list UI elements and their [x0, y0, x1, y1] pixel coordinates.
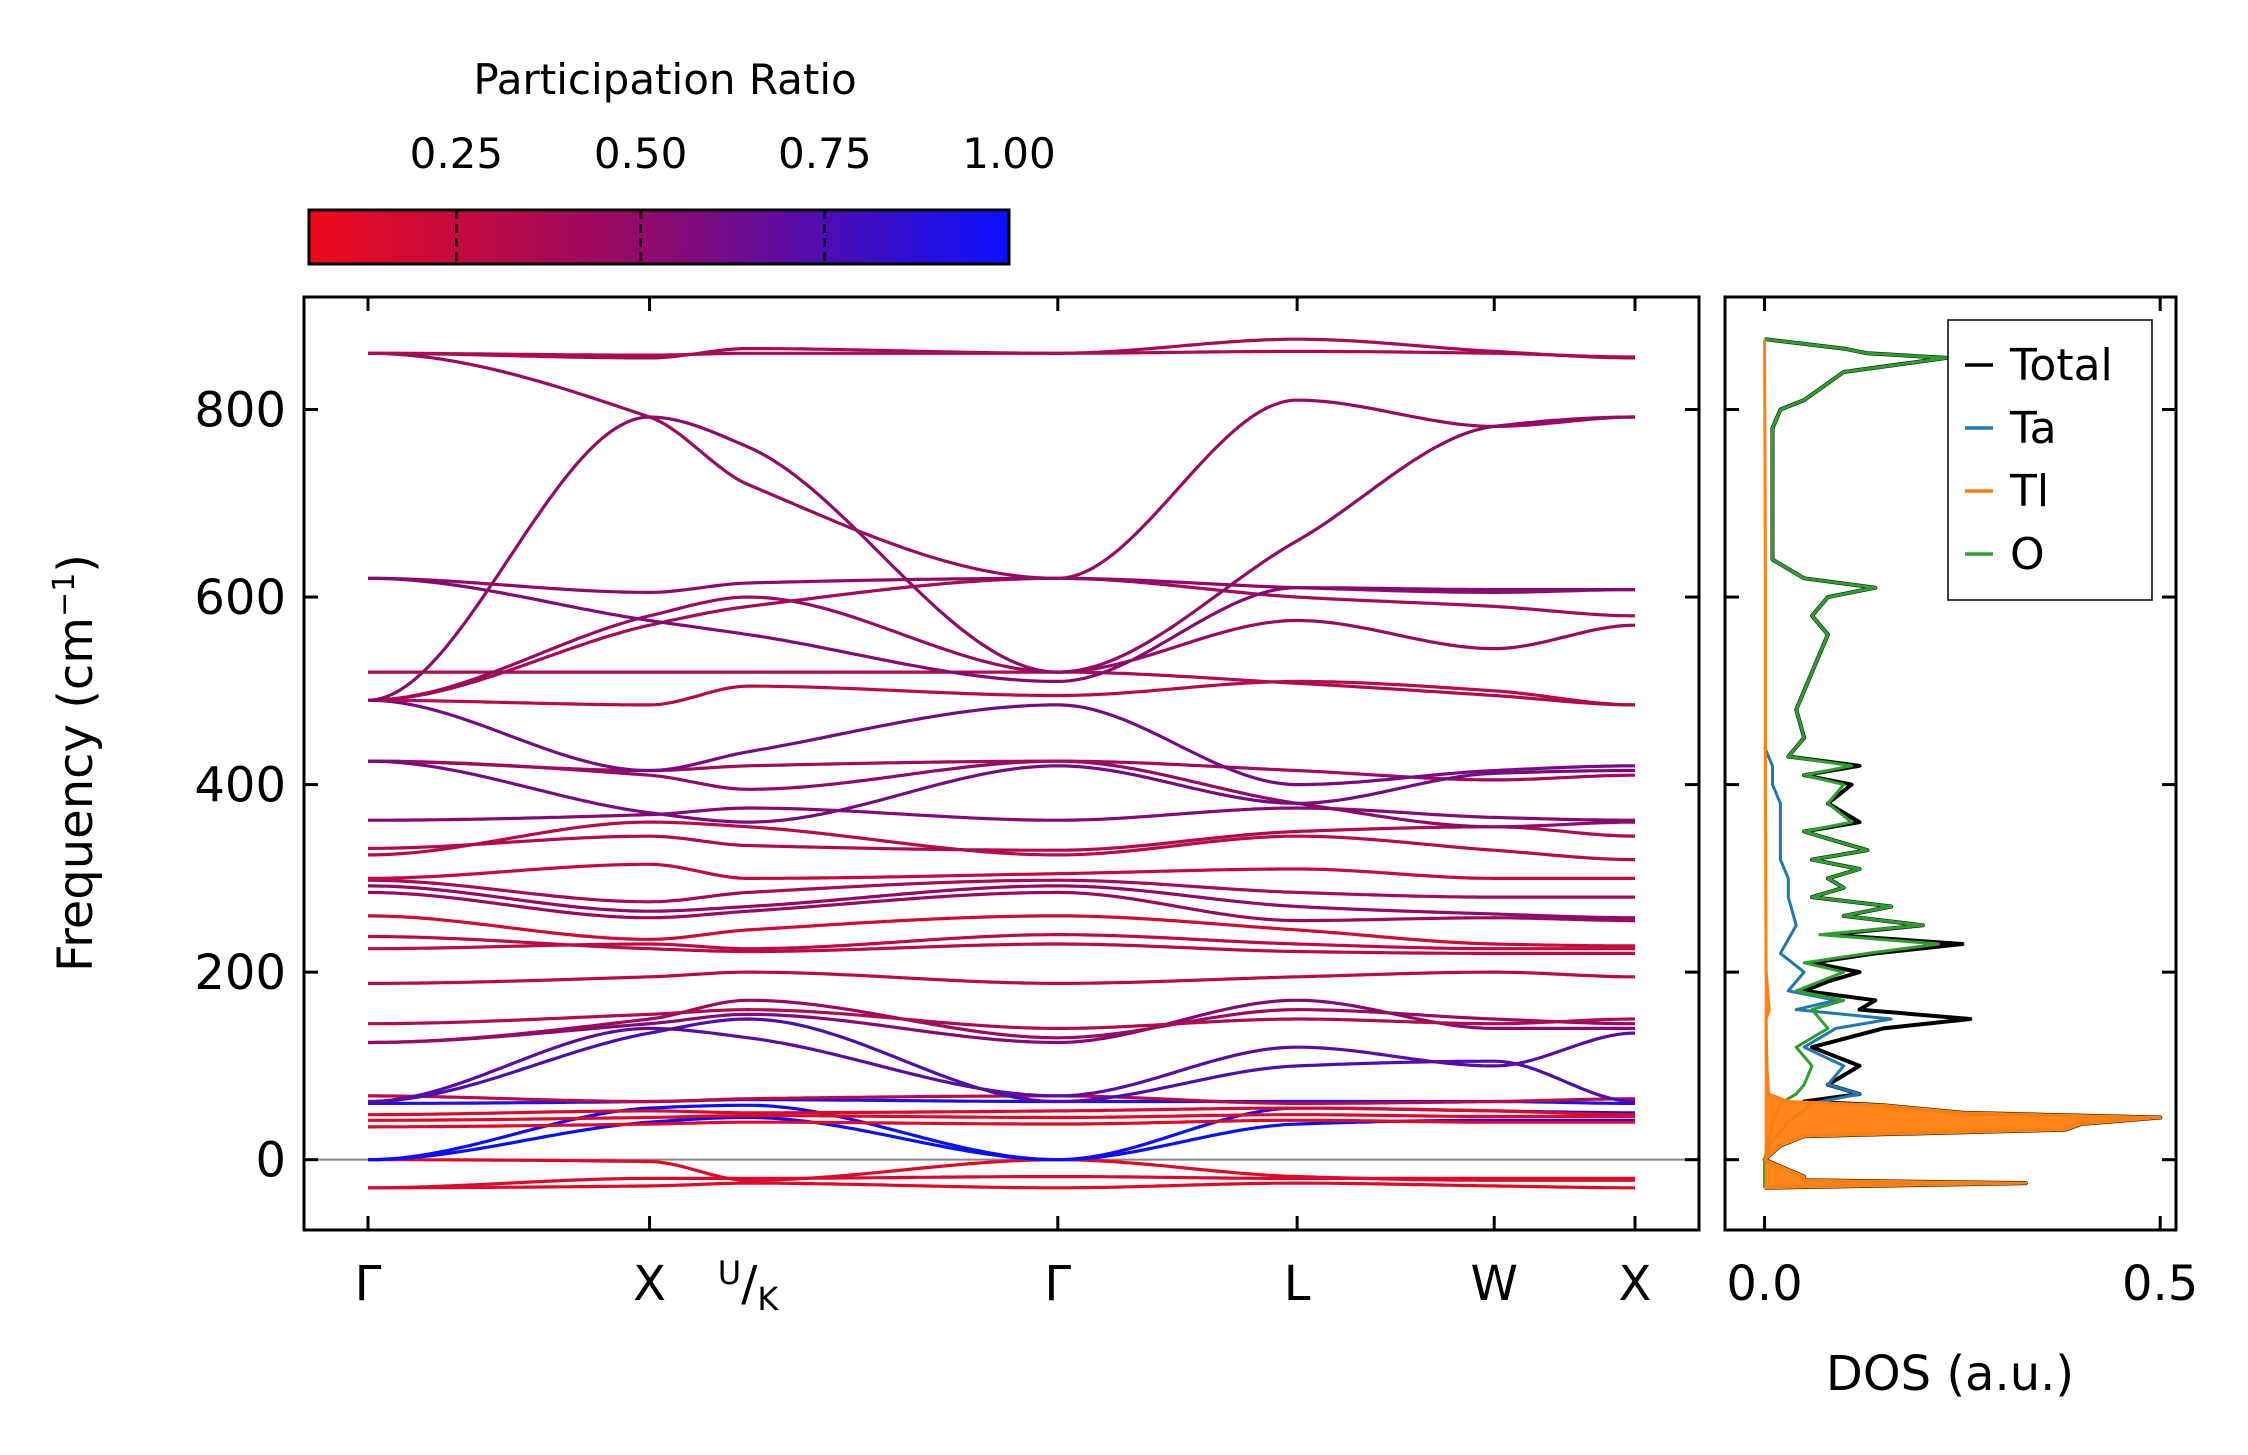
ylabel-main: Frequency (cm — [48, 617, 104, 972]
band-branch-1 — [368, 1181, 1635, 1190]
band-branch-13 — [368, 998, 1635, 1045]
band-branch-21 — [368, 884, 1635, 920]
band-y-ticks: 0 200 400 600 800 — [194, 383, 1699, 1189]
band-branch-7 — [368, 1113, 1635, 1122]
kpath-label-k: K — [757, 1280, 779, 1318]
ylabel-close: ) — [48, 554, 104, 573]
band-ytick-label-3: 600 — [194, 570, 286, 626]
legend-label-Total: Total — [2009, 340, 2113, 391]
band-branch-15 — [368, 1008, 1635, 1030]
band-ytick-label-1: 200 — [194, 945, 286, 1001]
band-branch-26 — [368, 806, 1635, 822]
colorbar-tick-label-3: 1.00 — [962, 129, 1056, 178]
band-branch-3 — [368, 1158, 1635, 1182]
dos-xtick-label-0: 0.0 — [1726, 1256, 1802, 1312]
band-k-path-ticks: Γ X U/K Γ L W X — [355, 297, 1652, 1318]
band-branch-30 — [367, 698, 1636, 787]
dos-axes-frame — [1723, 295, 2178, 1232]
band-branch-16 — [368, 970, 1635, 985]
band-branch-29 — [368, 759, 1635, 824]
dos-legend: Total Ta Tl O — [1947, 319, 2153, 601]
colorbar: Participation Ratio 0.25 0.50 0.75 1.00 — [307, 55, 1056, 266]
band-branch-28 — [368, 759, 1635, 782]
kpath-label-uk: U/K — [718, 1254, 780, 1318]
band-structure-plot: 0 200 400 600 800 Γ X U/K Γ L W X Frequency (cm−1) — [47, 295, 1701, 1318]
ylabel-sup: −1 — [47, 573, 82, 617]
legend-label-Ta: Ta — [2009, 403, 2057, 454]
colorbar-gradient — [307, 208, 1011, 266]
band-branch-31 — [368, 679, 1635, 707]
band-branch-34 — [368, 576, 1635, 702]
band-branch-37 — [367, 415, 1635, 702]
band-branch-33 — [368, 595, 1636, 702]
kpath-label-1: X — [633, 1256, 666, 1312]
kpath-label-6: X — [1619, 1256, 1652, 1312]
kpath-label-3: Γ — [1044, 1256, 1071, 1312]
band-branch-22 — [367, 878, 1635, 904]
band-branch-23 — [368, 862, 1635, 880]
band-branch-12 — [368, 1026, 1636, 1104]
colorbar-tick-label-2: 0.75 — [778, 129, 872, 178]
kpath-label-5: W — [1470, 1256, 1517, 1312]
dos-curve-Ta — [1763, 746, 1893, 1188]
dos-curve-Tl — [1763, 339, 2162, 1190]
legend-entries: Total Ta Tl O — [1965, 340, 2113, 580]
band-branch-14 — [368, 998, 1635, 1045]
band-branch-6 — [368, 1118, 1635, 1129]
colorbar-tick-label-0: 0.25 — [410, 129, 504, 178]
legend-label-Tl: Tl — [2009, 466, 2049, 517]
dos-plot: 0.0 0.5 DOS (a.u.) Total Ta Tl O — [1723, 295, 2198, 1402]
band-branch-32 — [368, 670, 1635, 707]
band-branch-36 — [368, 576, 1635, 683]
band-ytick-label-0: 0 — [255, 1133, 286, 1189]
band-branch-8 — [368, 1106, 1635, 1117]
kpath-label-4: L — [1284, 1256, 1311, 1312]
dos-curve-O — [1763, 337, 1948, 1188]
band-branch-10 — [368, 1094, 1635, 1105]
band-lines — [304, 337, 1699, 1190]
kpath-label-u: U — [718, 1254, 741, 1292]
band-branch-20 — [367, 890, 1635, 923]
dos-x-axis-label: DOS (a.u.) — [1826, 1346, 2074, 1402]
band-branch-18 — [368, 934, 1635, 955]
band-y-axis-label: Frequency (cm−1) — [47, 554, 104, 972]
band-axes-frame — [302, 295, 1701, 1232]
colorbar-title: Participation Ratio — [473, 55, 856, 104]
dos-x-ticks: 0.0 0.5 — [1726, 297, 2198, 1312]
band-ytick-label-2: 400 — [194, 758, 286, 814]
band-branch-35 — [368, 576, 1635, 594]
dos-y-ticks — [1725, 408, 2176, 1162]
band-branch-19 — [368, 914, 1635, 948]
band-ytick-label-4: 800 — [194, 383, 286, 439]
band-branch-38 — [368, 351, 1636, 580]
band-branch-4 — [367, 1103, 1635, 1162]
band-branch-24 — [368, 820, 1635, 862]
dos-lines — [1762, 337, 2163, 1190]
kpath-label-0: Γ — [355, 1256, 382, 1312]
colorbar-tick-label-1: 0.50 — [594, 129, 688, 178]
dos-xtick-label-1: 0.5 — [2122, 1256, 2198, 1312]
band-branch-40 — [368, 349, 1635, 359]
legend-label-O: O — [2010, 529, 2045, 580]
kpath-label-slash: / — [741, 1256, 758, 1312]
band-branch-25 — [367, 825, 1636, 852]
colorbar-ticks: 0.25 0.50 0.75 1.00 — [410, 129, 1056, 264]
